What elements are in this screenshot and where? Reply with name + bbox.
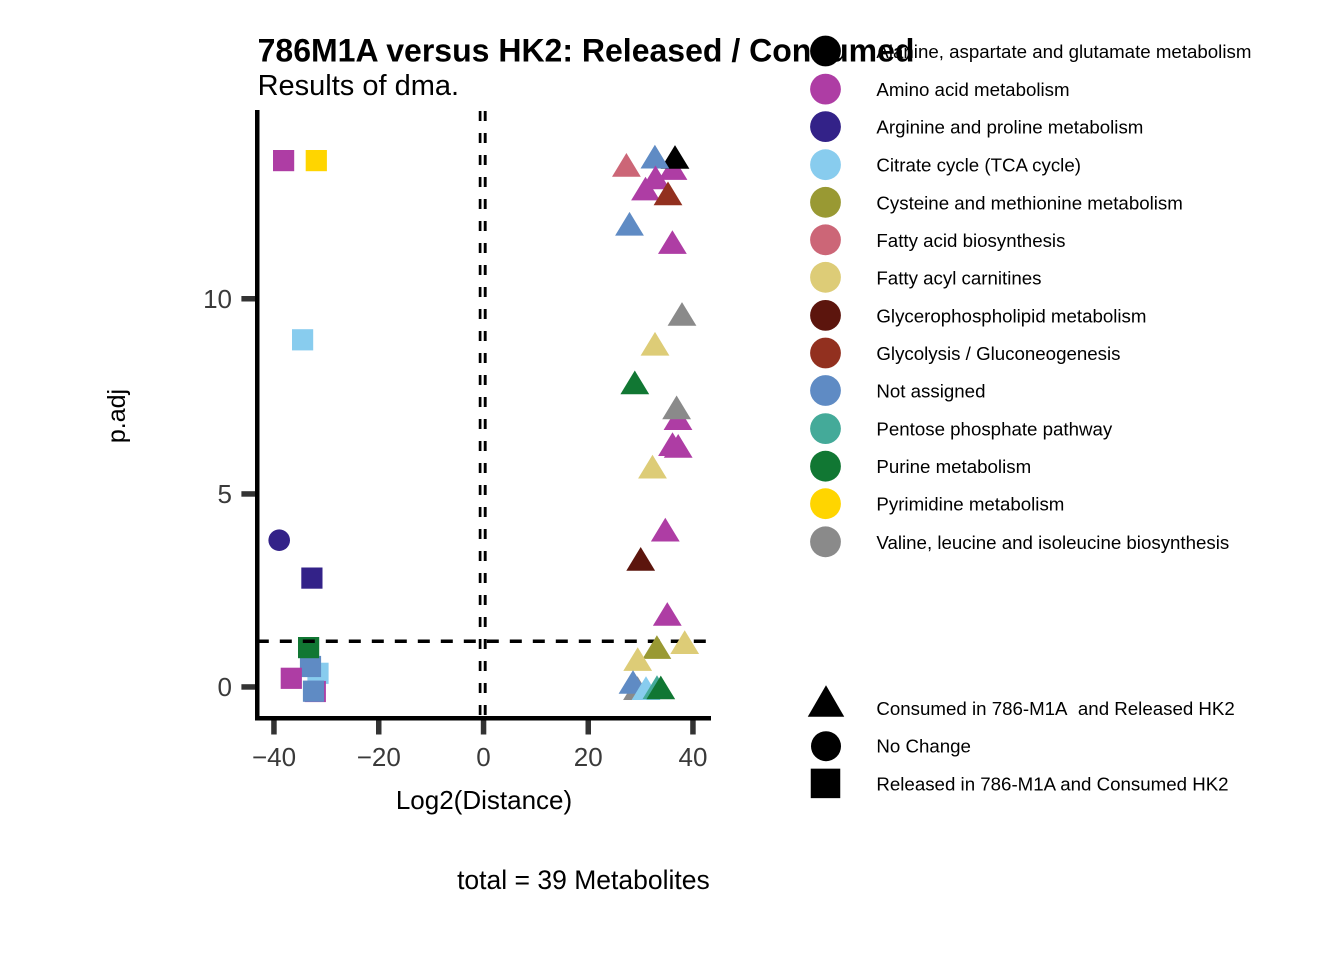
svg-text:Released in 786-M1A and Consum: Released in 786-M1A and Consumed HK2 — [876, 773, 1228, 794]
svg-text:786M1A versus HK2: Released /: 786M1A versus HK2: Released / Consumed — [258, 32, 915, 68]
svg-text:Arginine and proline metabolis: Arginine and proline metabolism — [876, 117, 1143, 138]
svg-text:Alanine, aspartate and glutama: Alanine, aspartate and glutamate metabol… — [876, 41, 1251, 62]
svg-text:Log2(Distance): Log2(Distance) — [396, 785, 572, 815]
svg-text:Fatty acid biosynthesis: Fatty acid biosynthesis — [876, 230, 1065, 251]
svg-text:Results of dma.: Results of dma. — [258, 70, 459, 102]
svg-text:20: 20 — [574, 742, 603, 772]
svg-text:total = 39 Metabolites: total = 39 Metabolites — [457, 865, 710, 895]
svg-text:Valine, leucine and isoleucine: Valine, leucine and isoleucine biosynthe… — [876, 532, 1229, 553]
svg-text:Consumed in 786-M1A and Relea: Consumed in 786-M1A and Released HK2 — [876, 698, 1234, 719]
svg-text:−40: −40 — [252, 742, 296, 772]
svg-text:40: 40 — [679, 742, 708, 772]
svg-text:Pentose phosphate pathway: Pentose phosphate pathway — [876, 419, 1113, 440]
svg-text:Purine metabolism: Purine metabolism — [876, 456, 1031, 477]
svg-text:10: 10 — [203, 284, 232, 314]
svg-text:p.adj: p.adj — [103, 389, 131, 443]
svg-text:Fatty acyl carnitines: Fatty acyl carnitines — [876, 267, 1041, 288]
svg-text:5: 5 — [218, 479, 232, 509]
svg-text:0: 0 — [476, 742, 490, 772]
svg-text:Cysteine and methionine metabo: Cysteine and methionine metabolism — [876, 192, 1182, 213]
svg-text:Glycerophospholipid metabolism: Glycerophospholipid metabolism — [876, 305, 1146, 326]
svg-text:Glycolysis / Gluconeogenesis: Glycolysis / Gluconeogenesis — [876, 343, 1120, 364]
svg-text:Citrate cycle (TCA cycle): Citrate cycle (TCA cycle) — [876, 155, 1081, 176]
svg-text:−20: −20 — [357, 742, 401, 772]
svg-text:No Change: No Change — [876, 736, 971, 757]
svg-text:Pyrimidine metabolism: Pyrimidine metabolism — [876, 494, 1064, 515]
svg-text:Not assigned: Not assigned — [876, 381, 985, 402]
svg-text:0: 0 — [218, 672, 232, 702]
svg-text:Amino acid metabolism: Amino acid metabolism — [876, 79, 1069, 100]
